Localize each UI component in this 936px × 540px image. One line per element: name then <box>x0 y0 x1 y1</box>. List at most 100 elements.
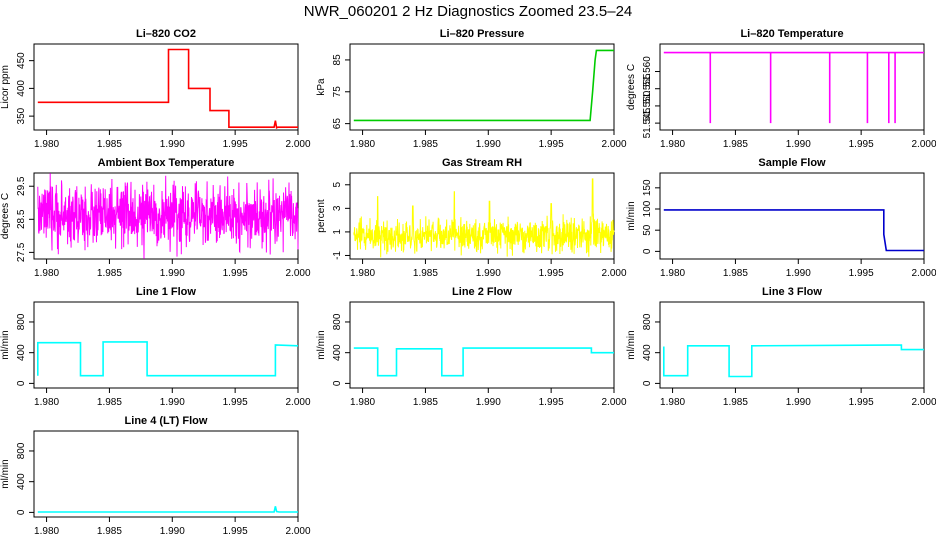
y-tick-label: 800 <box>332 313 343 330</box>
y-tick-label: 1 <box>332 229 343 235</box>
x-tick-label: 1.990 <box>160 139 185 150</box>
x-tick-label: 1.985 <box>413 397 438 408</box>
y-axis-label: ml/min <box>626 201 637 230</box>
chart-panel: Sample Flow ml/min 1.980 1.985 1.990 1.995 2.0… <box>626 157 936 279</box>
chart-title: Li–820 Pressure <box>440 28 524 40</box>
plot-frame <box>659 172 925 260</box>
x-tick-label: 1.995 <box>539 139 564 150</box>
y-tick-label: 800 <box>16 313 27 330</box>
series-line <box>353 49 614 122</box>
x-tick-label: 2.000 <box>911 397 936 408</box>
x-tick-label: 1.980 <box>350 139 375 150</box>
x-tick-label: 1.985 <box>97 526 122 537</box>
y-tick-label: 0 <box>16 509 27 515</box>
series-line <box>37 173 299 259</box>
series-line <box>36 341 299 377</box>
x-tick-label: 1.995 <box>223 139 248 150</box>
series-line <box>663 209 924 252</box>
x-tick-label: 1.990 <box>160 526 185 537</box>
x-tick-label: 1.995 <box>849 397 874 408</box>
y-axis-label: ml/min <box>0 330 11 359</box>
chart-panel: Li–820 CO2 Licor ppm 1.980 1.985 1.990 1.995 2… <box>0 28 311 150</box>
y-tick-label: 3 <box>332 205 343 211</box>
x-tick-label: 1.980 <box>34 397 59 408</box>
x-tick-label: 1.990 <box>160 397 185 408</box>
y-tick-label: 400 <box>16 473 27 490</box>
chart-title: Ambient Box Temperature <box>98 157 235 169</box>
x-tick-label: 1.985 <box>413 139 438 150</box>
y-axis-label: degrees C <box>626 64 637 110</box>
x-tick-label: 1.995 <box>223 268 248 279</box>
x-tick-label: 1.980 <box>34 139 59 150</box>
figure-title: NWR_060201 2 Hz Diagnostics Zoomed 23.5–… <box>304 3 633 20</box>
y-tick-label: 150 <box>642 179 653 196</box>
x-tick-label: 1.985 <box>413 268 438 279</box>
x-tick-label: 1.995 <box>539 268 564 279</box>
x-tick-label: 1.980 <box>350 397 375 408</box>
x-tick-label: 1.980 <box>660 397 685 408</box>
x-tick-label: 1.980 <box>34 268 59 279</box>
y-tick-label: -1 <box>332 251 343 260</box>
y-axis-label: ml/min <box>626 330 637 359</box>
x-tick-label: 1.995 <box>849 139 874 150</box>
x-tick-label: 1.995 <box>223 397 248 408</box>
y-axis-label: ml/min <box>0 459 11 488</box>
y-tick-label: 400 <box>332 344 343 361</box>
x-tick-label: 1.990 <box>786 268 811 279</box>
chart-title: Li–820 Temperature <box>740 28 843 40</box>
chart-panel: Ambient Box Temperature degrees C 1.980 1.9… <box>0 157 311 279</box>
y-tick-label: 51.550 <box>642 90 653 121</box>
plot-frame <box>33 43 299 131</box>
x-tick-label: 1.980 <box>34 526 59 537</box>
y-tick-label: 100 <box>642 200 653 217</box>
y-tick-label: 28.5 <box>16 209 27 229</box>
series-line <box>37 48 298 129</box>
chart-title: Line 1 Flow <box>136 286 196 298</box>
x-tick-label: 1.985 <box>97 139 122 150</box>
y-tick-label: 51.555 <box>642 73 653 104</box>
chart-panel: Gas Stream RH percent 1.980 1.985 1.990 1.995… <box>316 157 627 279</box>
x-tick-label: 1.990 <box>786 139 811 150</box>
y-tick-label: 27.5 <box>16 242 27 262</box>
x-tick-label: 1.985 <box>723 397 748 408</box>
y-tick-label: 51.545 <box>642 107 653 138</box>
x-tick-label: 2.000 <box>285 526 310 537</box>
x-tick-label: 1.995 <box>539 397 564 408</box>
y-axis-label: ml/min <box>316 330 327 359</box>
x-tick-label: 2.000 <box>285 139 310 150</box>
y-tick-label: 0 <box>642 248 653 254</box>
x-tick-label: 2.000 <box>601 397 626 408</box>
x-tick-label: 1.990 <box>476 268 501 279</box>
x-tick-label: 1.985 <box>723 139 748 150</box>
plot-frame <box>349 172 615 260</box>
y-tick-label: 51.560 <box>642 56 653 87</box>
chart-panel: Line 3 Flow ml/min 1.980 1.985 1.990 1.995 2.0… <box>626 286 936 408</box>
x-tick-label: 1.980 <box>660 139 685 150</box>
y-tick-label: 800 <box>16 442 27 459</box>
y-tick-label: 29.5 <box>16 176 27 196</box>
y-axis-label: degrees C <box>0 193 11 239</box>
y-tick-label: 0 <box>642 380 653 386</box>
y-tick-label: 400 <box>642 344 653 361</box>
x-tick-label: 2.000 <box>285 268 310 279</box>
x-tick-label: 1.990 <box>160 268 185 279</box>
series-line <box>662 344 924 378</box>
x-tick-label: 1.995 <box>223 526 248 537</box>
x-tick-label: 1.990 <box>476 139 501 150</box>
x-tick-label: 1.980 <box>350 268 375 279</box>
x-tick-label: 2.000 <box>601 268 626 279</box>
chart-panel: Line 4 (LT) Flow ml/min 1.980 1.985 1.990 1.9… <box>0 415 311 537</box>
y-tick-label: 450 <box>16 52 27 69</box>
x-tick-label: 2.000 <box>911 268 936 279</box>
plot-frame <box>659 301 925 389</box>
y-axis-label: Licor ppm <box>0 65 11 109</box>
x-tick-label: 2.000 <box>911 139 936 150</box>
chart-panel: Line 1 Flow ml/min 1.980 1.985 1.990 1.995 2.0… <box>0 286 311 408</box>
series-line <box>37 506 298 513</box>
plot-frame <box>659 43 925 131</box>
y-tick-label: 5 <box>332 182 343 188</box>
panels-grid: Li–820 CO2 Licor ppm 1.980 1.985 1.990 1.995 2… <box>0 28 936 537</box>
y-tick-label: 400 <box>16 80 27 97</box>
plot-frame <box>349 301 615 389</box>
